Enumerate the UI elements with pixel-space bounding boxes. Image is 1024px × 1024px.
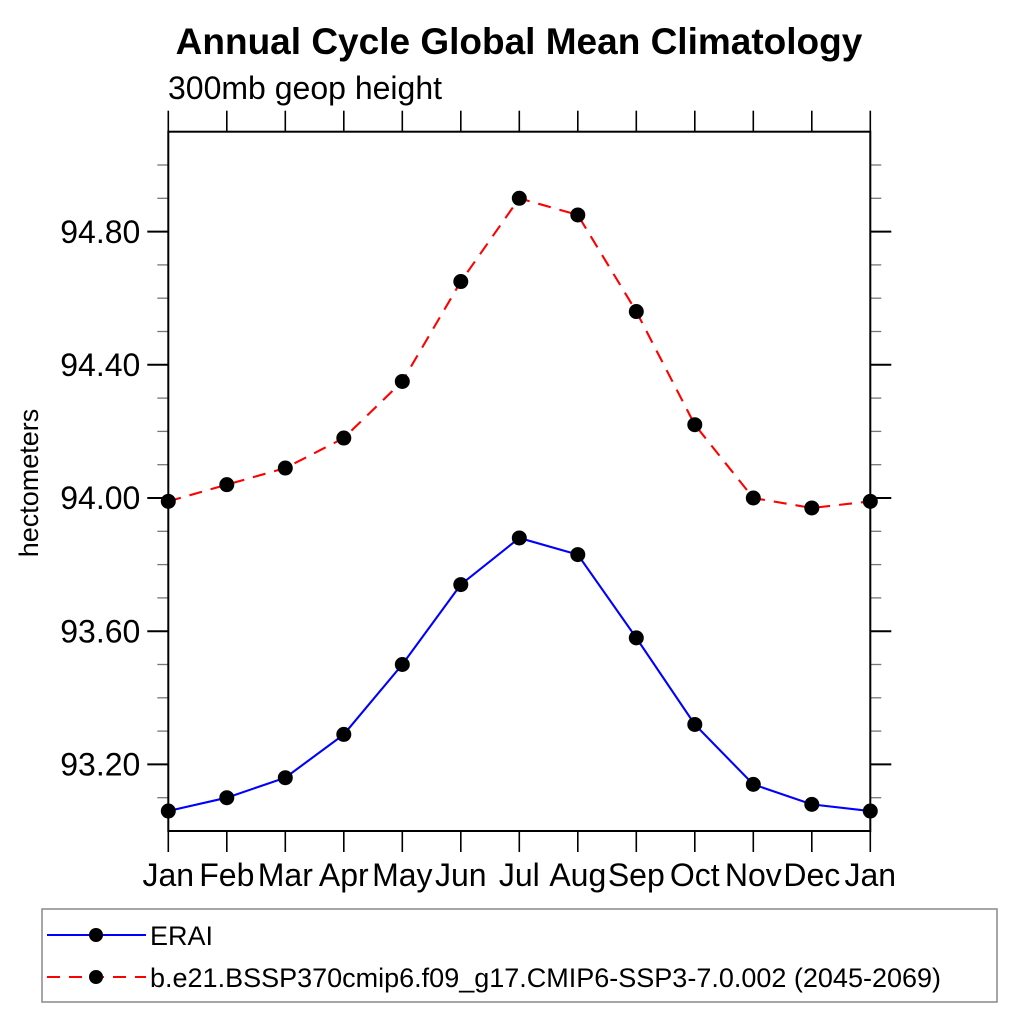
data-point-marker — [219, 477, 235, 493]
data-point-marker — [336, 430, 352, 446]
x-tick-label: Dec — [783, 857, 840, 893]
x-tick-label: Jun — [435, 857, 487, 893]
data-point-marker — [511, 190, 527, 206]
legend-box — [41, 908, 998, 1003]
x-tick-label: Aug — [549, 857, 606, 893]
series-0-line — [168, 536, 871, 813]
data-point-marker — [160, 493, 176, 509]
y-tick-label: 94.00 — [60, 480, 140, 516]
y-tick-label: 93.60 — [60, 613, 140, 649]
chart-subtitle: 300mb geop height — [168, 70, 442, 106]
data-point-marker — [745, 490, 761, 506]
x-tick-label: Jan — [845, 857, 897, 893]
data-point-marker — [336, 726, 352, 742]
data-point-marker — [804, 500, 820, 516]
data-point-marker — [804, 796, 820, 812]
legend: ERAI b.e21.BSSP370cmip6.f09_g17.CMIP6-SSP… — [41, 908, 998, 1003]
legend-item-marker — [89, 970, 103, 984]
x-tick-label: Nov — [725, 857, 782, 893]
data-point-marker — [394, 373, 410, 389]
x-tick-label: Mar — [258, 857, 313, 893]
legend-item-label: ERAI — [150, 921, 213, 951]
data-point-marker — [219, 790, 235, 806]
data-point-marker — [628, 304, 644, 320]
y-tick-label: 93.20 — [60, 747, 140, 783]
data-point-marker — [687, 417, 703, 433]
y-tick-label: 94.80 — [60, 214, 140, 250]
data-point-marker — [160, 803, 176, 819]
data-point-marker — [277, 770, 293, 786]
data-point-marker — [862, 803, 878, 819]
x-tick-label: Jul — [499, 857, 540, 893]
data-point-marker — [394, 657, 410, 672]
data-point-marker — [511, 530, 527, 546]
x-tick-label: Oct — [670, 857, 720, 893]
y-tick-label: 94.40 — [60, 347, 140, 383]
y-axis-label: hectometers — [14, 409, 44, 558]
data-point-marker — [453, 577, 469, 593]
legend-item-label: b.e21.BSSP370cmip6.f09_g17.CMIP6-SSP3-7.… — [150, 963, 941, 993]
data-series — [160, 190, 878, 819]
x-tick-label: Jan — [143, 857, 195, 893]
x-tick-label: Sep — [608, 857, 665, 893]
data-point-marker — [570, 207, 586, 223]
data-point-marker — [628, 630, 644, 646]
x-tick-label: Apr — [319, 857, 369, 893]
data-point-marker — [745, 776, 761, 792]
legend-item-marker — [89, 928, 103, 942]
x-tick-label: May — [372, 857, 432, 893]
data-point-marker — [453, 274, 469, 290]
chart-title: Annual Cycle Global Mean Climatology — [176, 21, 863, 62]
data-point-marker — [862, 493, 878, 509]
x-tick-label: Feb — [199, 857, 254, 893]
axis-ticks — [147, 110, 892, 852]
data-point-marker — [570, 547, 586, 563]
series-1-line — [168, 197, 871, 510]
plot-frame — [167, 130, 872, 832]
data-point-marker — [277, 460, 293, 476]
data-point-marker — [687, 716, 703, 732]
